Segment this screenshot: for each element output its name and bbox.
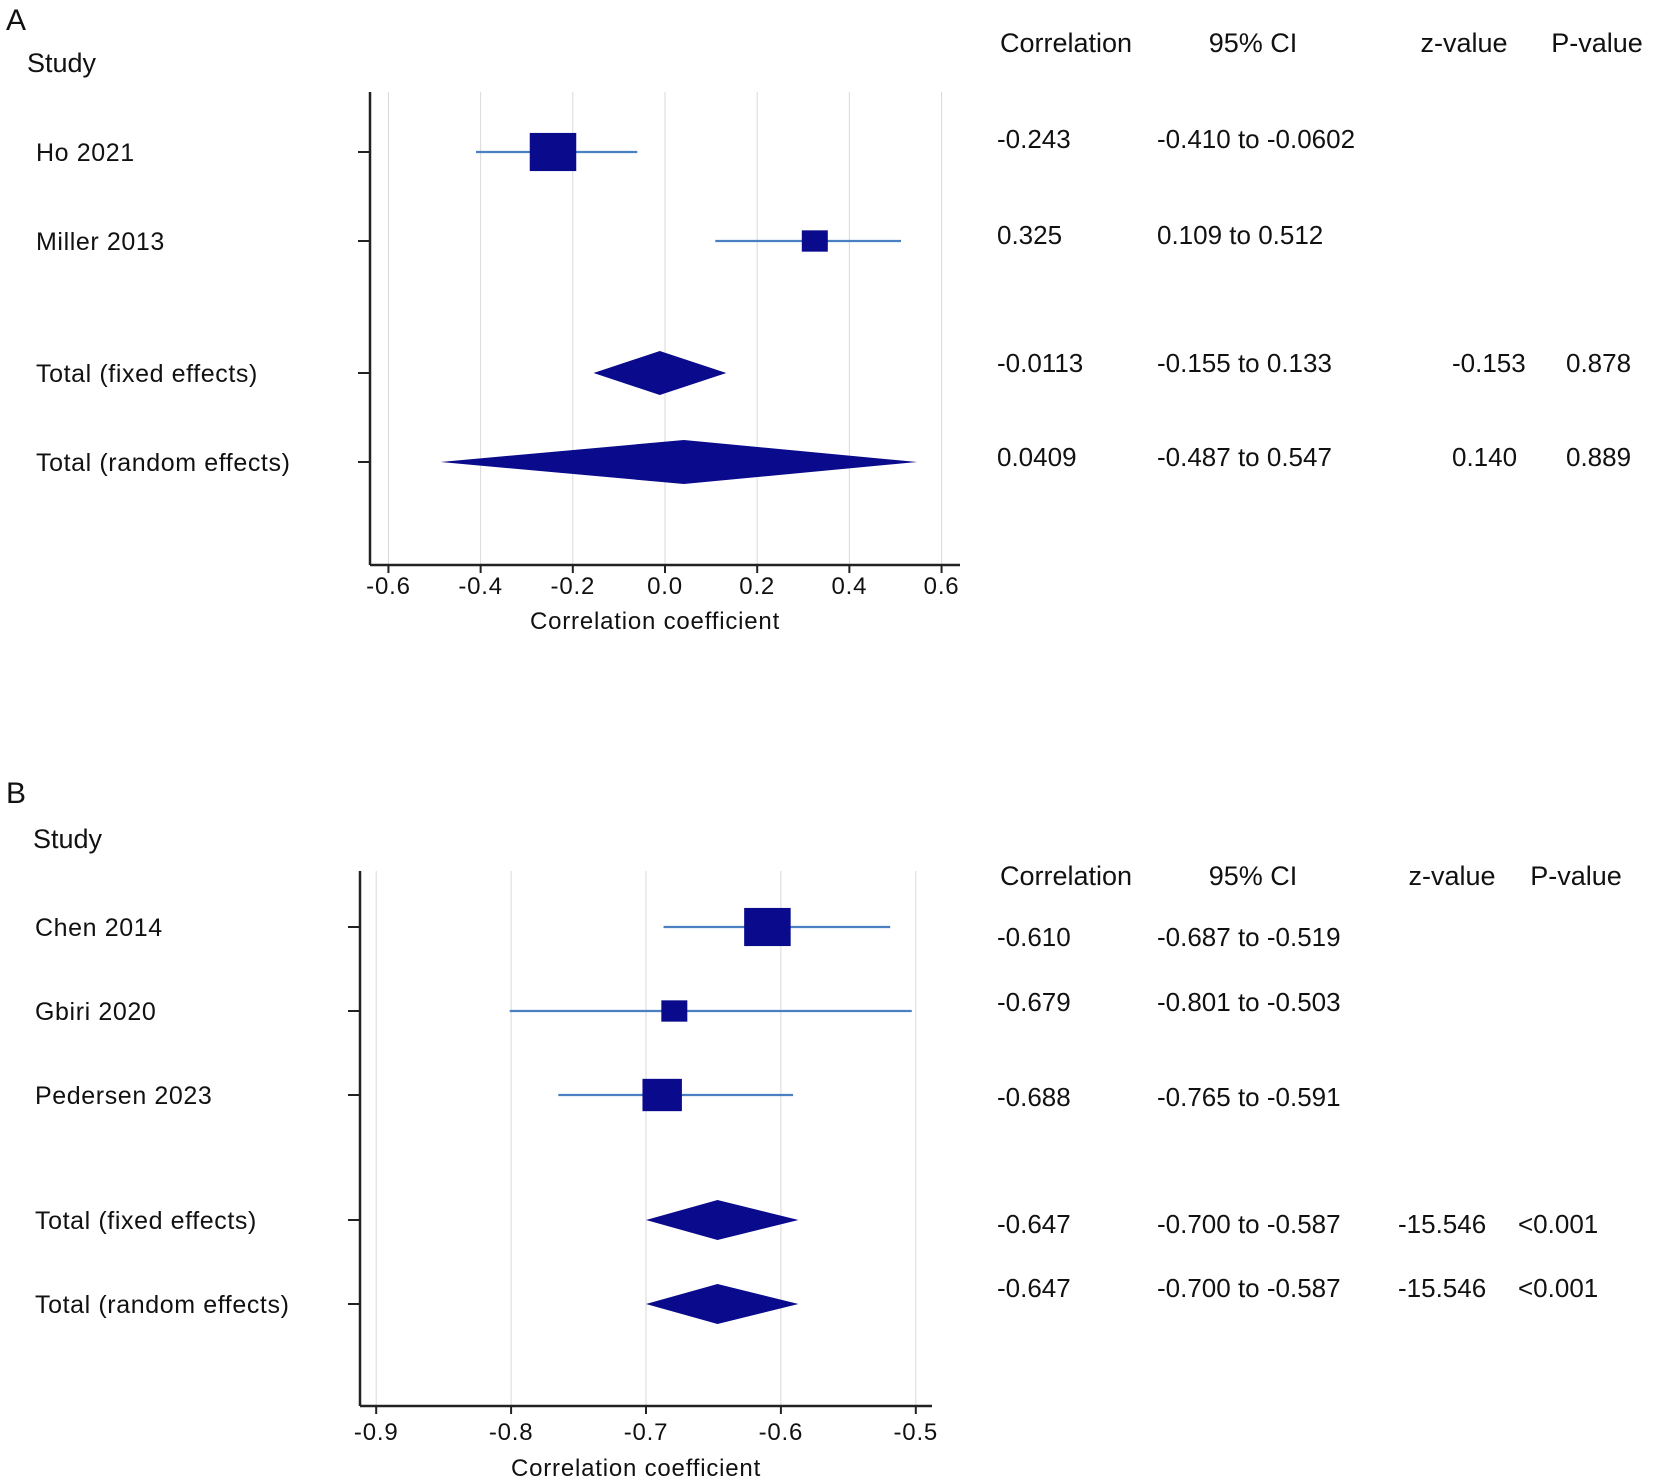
summary-row: Total (random effects) -0.647 -0.700 to -0…	[35, 1273, 1598, 1324]
study-row: Chen 2014 -0.610 -0.687 to -0.519	[35, 907, 1341, 952]
summary-row: Total (fixed effects) -0.0113 -0.155 to 0.…	[36, 348, 1631, 395]
p-value: 0.889	[1566, 442, 1631, 472]
x-tick-label: -0.2	[551, 573, 596, 600]
x-tick-label: 0.2	[739, 573, 775, 600]
x-tick-label: -0.8	[489, 1419, 534, 1446]
ci-value: -0.410 to -0.0602	[1157, 124, 1355, 154]
effect-marker	[642, 1078, 682, 1112]
x-tick-label: 0.0	[647, 573, 683, 600]
ci-value: -0.801 to -0.503	[1157, 987, 1341, 1017]
table-header: z-value	[1420, 28, 1507, 58]
x-tick-label: 0.4	[831, 573, 867, 600]
study-label: Miller 2013	[36, 228, 165, 256]
table-header: 95% CI	[1209, 28, 1298, 58]
study-label: Total (random effects)	[35, 1291, 290, 1319]
study-column-header: Study	[33, 824, 103, 854]
study-label: Total (random effects)	[36, 449, 291, 477]
table-header: Correlation	[1000, 861, 1132, 891]
effect-marker	[661, 1000, 688, 1022]
summary-diamond	[593, 351, 727, 395]
study-row: Gbiri 2020 -0.679 -0.801 to -0.503	[35, 987, 1341, 1026]
x-axis-label: Correlation coefficient	[511, 1455, 761, 1482]
effect-marker	[529, 132, 577, 172]
study-column-header: Study	[27, 48, 97, 78]
x-tick-label: -0.6	[366, 573, 411, 600]
correlation-value: -0.610	[997, 922, 1071, 952]
panel-letter: B	[6, 777, 26, 810]
correlation-value: -0.679	[997, 987, 1071, 1017]
ci-value: -0.765 to -0.591	[1157, 1082, 1341, 1112]
study-row: Miller 2013 0.325 0.109 to 0.512	[36, 220, 1323, 256]
effect-marker	[744, 907, 791, 947]
study-label: Chen 2014	[35, 914, 163, 942]
study-label: Pedersen 2023	[35, 1082, 212, 1110]
z-value: -0.153	[1452, 348, 1526, 378]
summary-row: Total (random effects) 0.0409 -0.487 to 0.…	[36, 440, 1631, 484]
summary-diamond	[440, 440, 918, 484]
study-label: Ho 2021	[36, 139, 135, 167]
correlation-value: -0.647	[997, 1209, 1071, 1239]
table-header: P-value	[1530, 861, 1622, 891]
summary-diamond	[646, 1284, 799, 1324]
study-label: Gbiri 2020	[35, 998, 156, 1026]
study-label: Total (fixed effects)	[35, 1207, 257, 1235]
correlation-value: 0.325	[997, 220, 1062, 250]
x-tick-label: -0.6	[759, 1419, 804, 1446]
summary-row: Total (fixed effects) -0.647 -0.700 to -0.…	[35, 1200, 1598, 1240]
x-tick-label: -0.5	[894, 1419, 939, 1446]
study-row: Ho 2021 -0.243 -0.410 to -0.0602	[36, 124, 1355, 172]
x-tick-label: -0.4	[458, 573, 503, 600]
ci-value: 0.109 to 0.512	[1157, 220, 1323, 250]
x-tick-label: 0.6	[924, 573, 960, 600]
summary-diamond	[646, 1200, 799, 1240]
p-value: <0.001	[1518, 1209, 1598, 1239]
table-header: P-value	[1551, 28, 1643, 58]
z-value: -15.546	[1398, 1273, 1486, 1303]
ci-value: -0.487 to 0.547	[1157, 442, 1332, 472]
p-value: <0.001	[1518, 1273, 1598, 1303]
correlation-value: -0.243	[997, 124, 1071, 154]
panel-letter: A	[6, 4, 26, 37]
correlation-value: 0.0409	[997, 442, 1077, 472]
x-tick-label: -0.9	[354, 1419, 399, 1446]
x-tick-label: -0.7	[624, 1419, 669, 1446]
study-label: Total (fixed effects)	[36, 360, 258, 388]
z-value: -15.546	[1398, 1209, 1486, 1239]
correlation-value: -0.0113	[997, 348, 1083, 378]
z-value: 0.140	[1452, 442, 1517, 472]
ci-value: -0.687 to -0.519	[1157, 922, 1341, 952]
table-header: 95% CI	[1209, 861, 1298, 891]
x-axis-label: Correlation coefficient	[530, 608, 780, 635]
table-header: z-value	[1408, 861, 1495, 891]
ci-value: -0.700 to -0.587	[1157, 1209, 1341, 1239]
p-value: 0.878	[1566, 348, 1631, 378]
study-row: Pedersen 2023 -0.688 -0.765 to -0.591	[35, 1078, 1341, 1112]
table-header: Correlation	[1000, 28, 1132, 58]
correlation-value: -0.688	[997, 1082, 1071, 1112]
ci-value: -0.700 to -0.587	[1157, 1273, 1341, 1303]
effect-marker	[801, 230, 828, 252]
ci-value: -0.155 to 0.133	[1157, 348, 1332, 378]
correlation-value: -0.647	[997, 1273, 1071, 1303]
